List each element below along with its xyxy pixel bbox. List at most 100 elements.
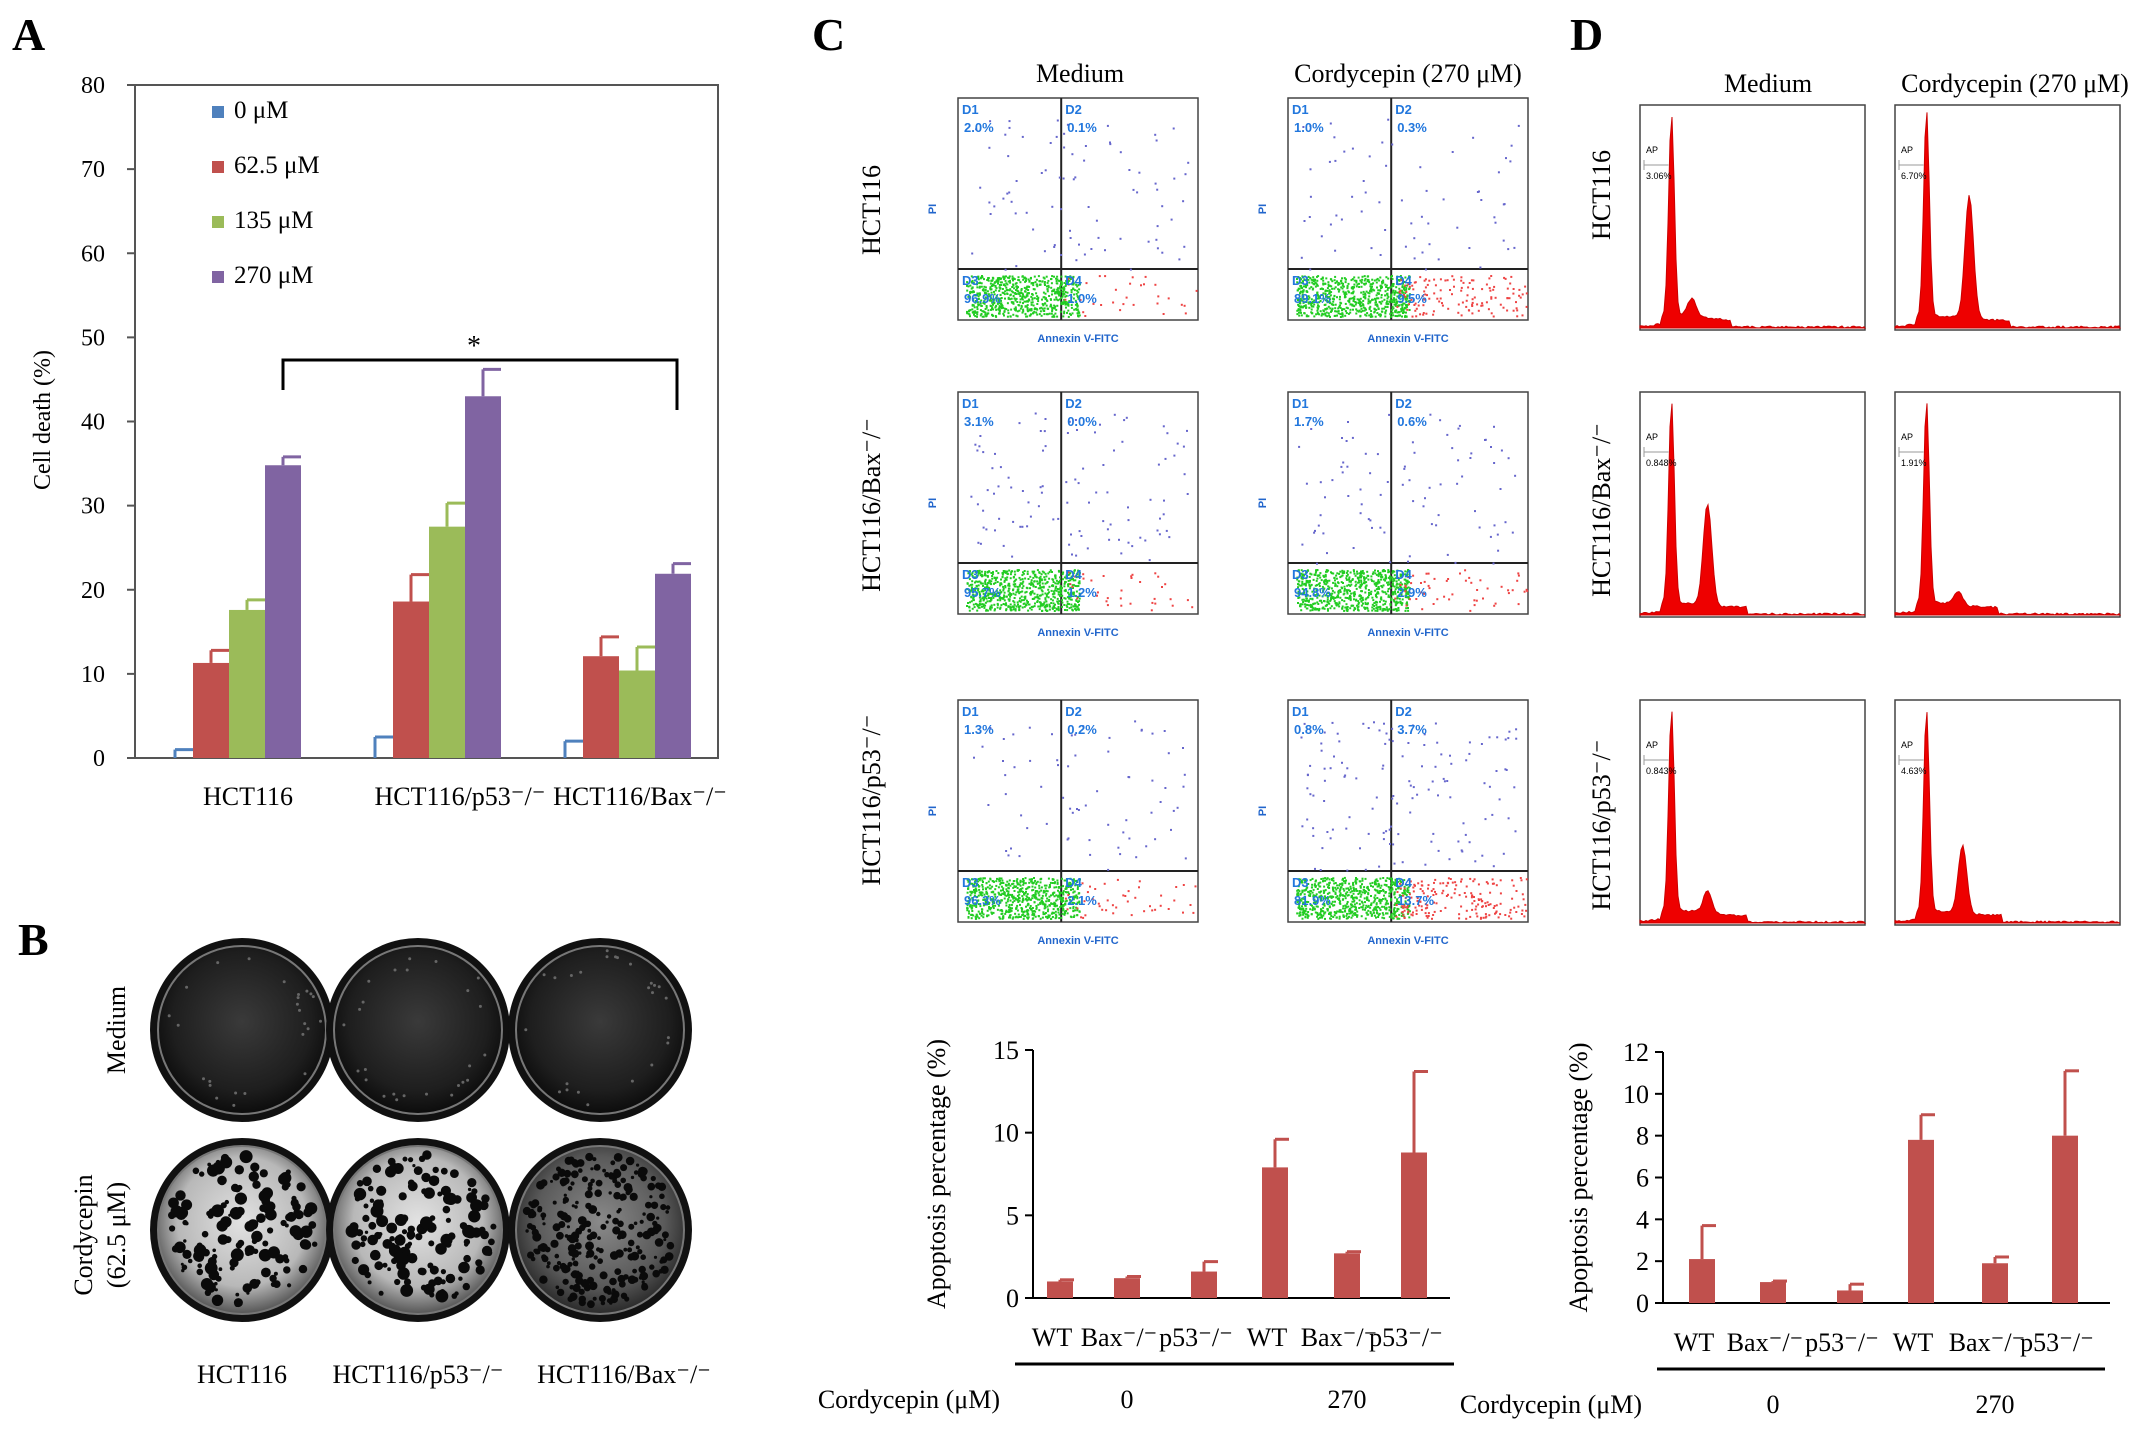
event-dot-live [1303, 305, 1306, 307]
event-dot-necrotic [1066, 838, 1069, 841]
event-dot-necrotic [1429, 413, 1432, 416]
event-dot-live [975, 591, 978, 594]
event-dot-live [970, 587, 973, 590]
event-dot-live [1400, 310, 1403, 313]
event-dot-necrotic [1077, 809, 1080, 811]
event-dot-necrotic [1186, 493, 1189, 495]
event-dot-live [1399, 300, 1402, 303]
colony [368, 1221, 377, 1230]
event-dot-live [1077, 575, 1080, 578]
event-dot-live [1005, 282, 1008, 285]
colony [609, 1277, 617, 1286]
event-dot-live [1351, 579, 1354, 581]
event-dot-live [1299, 605, 1301, 608]
event-dot-live [1043, 313, 1046, 316]
event-dot-live [1066, 912, 1069, 915]
event-dot-live [1018, 888, 1021, 891]
event-dot-live [1374, 299, 1377, 301]
event-dot-live [1056, 275, 1059, 278]
event-dot-live [1346, 287, 1349, 290]
event-dot-live [1000, 284, 1002, 286]
colony [308, 1221, 317, 1229]
event-dot-live [1393, 301, 1396, 303]
event-dot-live [1404, 588, 1407, 591]
event-dot-live [979, 594, 981, 596]
bar [193, 662, 229, 758]
colony [351, 1256, 359, 1265]
event-dot-live [1018, 600, 1021, 602]
event-dot-live [1015, 885, 1018, 888]
event-dot-necrotic [1439, 483, 1442, 486]
colony [305, 989, 309, 993]
event-dot-live [1056, 315, 1059, 318]
event-dot-necrotic [1480, 199, 1483, 201]
colony [471, 1188, 478, 1195]
event-dot-live [1365, 282, 1367, 285]
event-dot-live [1072, 283, 1075, 285]
event-dot-live [991, 279, 994, 282]
event-dot-live [1364, 277, 1367, 280]
colony [637, 1249, 643, 1255]
event-dot-live [1075, 283, 1078, 286]
panel-b-col-label-bax: HCT116/Bax⁻/⁻ [537, 1360, 711, 1389]
colony [301, 1032, 305, 1036]
event-dot-necrotic [1386, 481, 1389, 483]
event-dot-live [1053, 610, 1056, 612]
event-dot-live [1011, 883, 1014, 886]
flow-yaxis-label: PI [927, 204, 939, 214]
event-dot-live [970, 917, 973, 920]
event-dot-live [1014, 573, 1017, 576]
event-dot-live [991, 885, 994, 888]
event-dot-live [1326, 315, 1329, 318]
event-dot-live [976, 574, 979, 577]
event-dot-live [995, 315, 998, 318]
event-dot-live [968, 912, 971, 915]
event-dot-live [1030, 605, 1033, 608]
event-dot-live [1033, 914, 1036, 917]
event-dot-live [1058, 581, 1061, 584]
colony [632, 1268, 637, 1274]
event-dot-necrotic [1088, 501, 1090, 504]
event-dot-live [1013, 899, 1016, 902]
colony [666, 1036, 670, 1040]
event-dot-live [1373, 308, 1376, 311]
event-dot-necrotic [1302, 126, 1305, 128]
quadrant-name: D1 [1292, 396, 1309, 411]
event-dot-live [1301, 582, 1304, 585]
event-dot-live [998, 916, 1001, 919]
event-dot-live [1314, 571, 1317, 574]
event-dot-live [1012, 605, 1015, 608]
event-dot-live [1052, 908, 1055, 911]
event-dot-live [1023, 286, 1026, 289]
event-dot-live [1004, 585, 1007, 587]
event-dot-live [1360, 291, 1363, 294]
event-dot-live [1024, 591, 1027, 594]
event-dot-live [1304, 600, 1307, 603]
colony [623, 1247, 628, 1252]
event-dot-live [967, 900, 970, 903]
event-dot-live [1302, 577, 1304, 580]
event-dot-live [1366, 312, 1369, 315]
event-dot-live [1007, 589, 1010, 592]
event-dot-live [1356, 298, 1359, 301]
event-dot-live [1360, 579, 1363, 582]
colony [617, 1220, 624, 1228]
event-dot-necrotic [1057, 517, 1060, 520]
colony [567, 1261, 573, 1267]
event-dot-live [1063, 312, 1066, 315]
event-dot-live [993, 290, 995, 293]
event-dot-necrotic [1012, 520, 1015, 523]
event-dot-live [996, 302, 999, 305]
event-dot-live [1039, 917, 1042, 920]
event-dot-live [1398, 583, 1401, 586]
event-dot-live [1296, 578, 1299, 581]
event-dot-live [1019, 591, 1022, 594]
event-dot-live [1376, 601, 1379, 604]
event-dot-live [1008, 569, 1011, 572]
event-dot-necrotic [1109, 141, 1111, 144]
event-dot-live [1039, 902, 1042, 905]
event-dot-live [1021, 275, 1024, 278]
event-dot-live [1014, 593, 1017, 596]
event-dot-live [1026, 904, 1029, 907]
